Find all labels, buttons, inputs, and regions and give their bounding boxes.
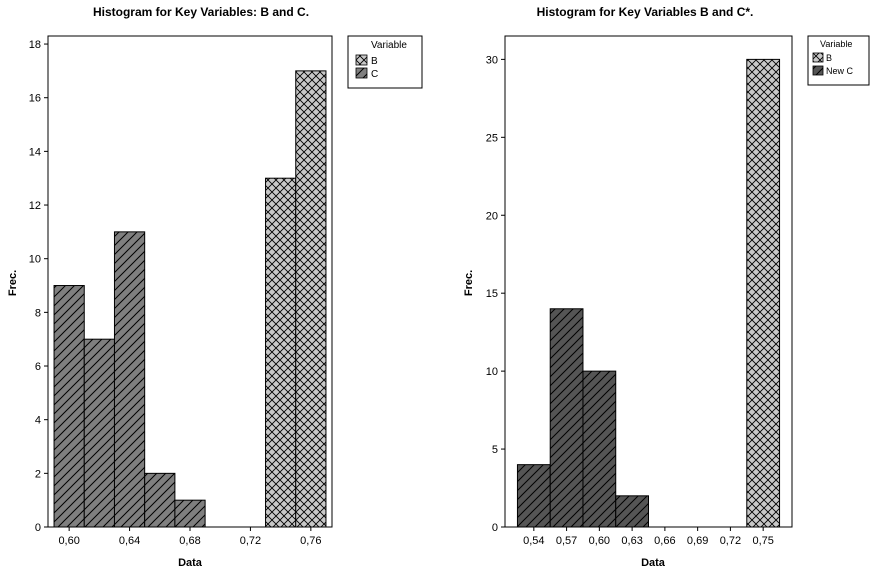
chart-2-legend-label-b: B: [826, 53, 832, 63]
chart-1: Histogram for Key Variables: B and C. Fr…: [7, 5, 423, 569]
chart-2-bar-new-c-1: [549, 308, 584, 528]
chart-2-legend-title: Variable: [820, 39, 852, 49]
chart-2-bar-new-c-2: [582, 370, 617, 528]
chart-1-bar-c-4: [174, 499, 206, 528]
chart-2-x-tick-label: 0,66: [654, 535, 675, 547]
chart-2-y-tick-label: 15: [486, 288, 498, 300]
chart-1-y-tick-label: 16: [29, 93, 41, 105]
chart-1-bar-b-0: [265, 177, 297, 528]
chart-2-x-axis-title: Data: [641, 557, 666, 569]
chart-1-y-tick-label: 6: [35, 361, 41, 373]
chart-1-x-ticks: 0,60 0,64 0,68 0,72 0,76: [58, 527, 322, 547]
chart-2-bars: [516, 58, 781, 528]
chart-2-legend-swatch-new-c: [812, 65, 824, 76]
chart-1-y-tick-label: 8: [35, 307, 41, 319]
chart-1-bar-c-0: [53, 285, 85, 528]
chart-2-title: Histogram for Key Variables B and C*.: [537, 5, 754, 19]
chart-2-x-tick-label: 0,72: [720, 535, 741, 547]
chart-2-plot-frame: [504, 35, 793, 528]
chart-1-title: Histogram for Key Variables: B and C.: [93, 5, 309, 19]
chart-1-y-tick-label: 12: [29, 200, 41, 212]
chart-2-x-tick-label: 0,63: [621, 535, 642, 547]
chart-1-y-tick-label: 10: [29, 254, 41, 266]
chart-1-bar-b-1: [295, 70, 327, 528]
chart-1-x-tick-label: 0,68: [179, 535, 200, 547]
chart-1-bar-c-1: [83, 338, 115, 528]
chart-2-x-tick-label: 0,75: [752, 535, 773, 547]
chart-1-y-ticks: 0 2 4 6 8 10 12 14 16 18: [29, 39, 48, 534]
chart-1-legend-title: Variable: [371, 40, 407, 51]
chart-2-y-tick-label: 10: [486, 366, 498, 378]
chart-1-legend-label-b: B: [371, 56, 378, 67]
chart-1-x-axis-title: Data: [178, 557, 203, 569]
chart-2-y-tick-label: 0: [492, 522, 498, 534]
chart-2-y-ticks: 0 5 10 15 20 25 30: [486, 54, 505, 534]
chart-1-y-tick-label: 2: [35, 468, 41, 480]
chart-2-x-tick-label: 0,69: [687, 535, 708, 547]
chart-1-y-tick-label: 0: [35, 522, 41, 534]
chart-2-legend-swatch-b: [812, 52, 824, 63]
chart-1-bars: [53, 70, 327, 528]
chart-1-x-tick-label: 0,72: [240, 535, 261, 547]
chart-1-y-axis-title: Frec.: [7, 270, 19, 296]
chart-1-x-tick-label: 0,64: [119, 535, 140, 547]
chart-1-y-tick-label: 18: [29, 39, 41, 51]
chart-1-y-tick-label: 4: [35, 415, 41, 427]
chart-2: Histogram for Key Variables B and C*. Fr…: [463, 5, 870, 569]
chart-1-bar-c-2: [113, 231, 146, 528]
chart-1-bar-c-3: [144, 472, 176, 528]
chart-2-x-tick-label: 0,54: [523, 535, 544, 547]
chart-1-legend-label-c: C: [371, 69, 378, 80]
chart-1-y-tick-label: 14: [29, 146, 41, 158]
chart-2-legend-label-new-c: New C: [826, 66, 854, 76]
chart-2-y-axis-title: Frec.: [463, 270, 475, 296]
chart-1-x-tick-label: 0,76: [300, 535, 321, 547]
chart-2-bar-new-c-3: [615, 495, 649, 528]
chart-2-y-tick-label: 5: [492, 444, 498, 456]
chart-2-bar-b-0: [746, 58, 781, 528]
chart-2-legend: Variable B New C: [807, 35, 870, 86]
chart-1-legend: Variable B C: [347, 35, 423, 89]
chart-2-x-tick-label: 0,57: [556, 535, 577, 547]
chart-2-x-ticks: 0,54 0,57 0,60 0,63 0,66 0,69 0,72 0,75: [523, 527, 774, 547]
chart-1-x-tick-label: 0,60: [58, 535, 79, 547]
chart-2-bar-new-c-0: [516, 464, 551, 528]
chart-2-y-tick-label: 30: [486, 54, 498, 66]
chart-1-legend-swatch-b: [355, 54, 368, 66]
chart-2-y-tick-label: 20: [486, 210, 498, 222]
chart-2-x-tick-label: 0,60: [589, 535, 610, 547]
chart-1-legend-swatch-c: [355, 67, 368, 79]
chart-2-y-tick-label: 25: [486, 132, 498, 144]
